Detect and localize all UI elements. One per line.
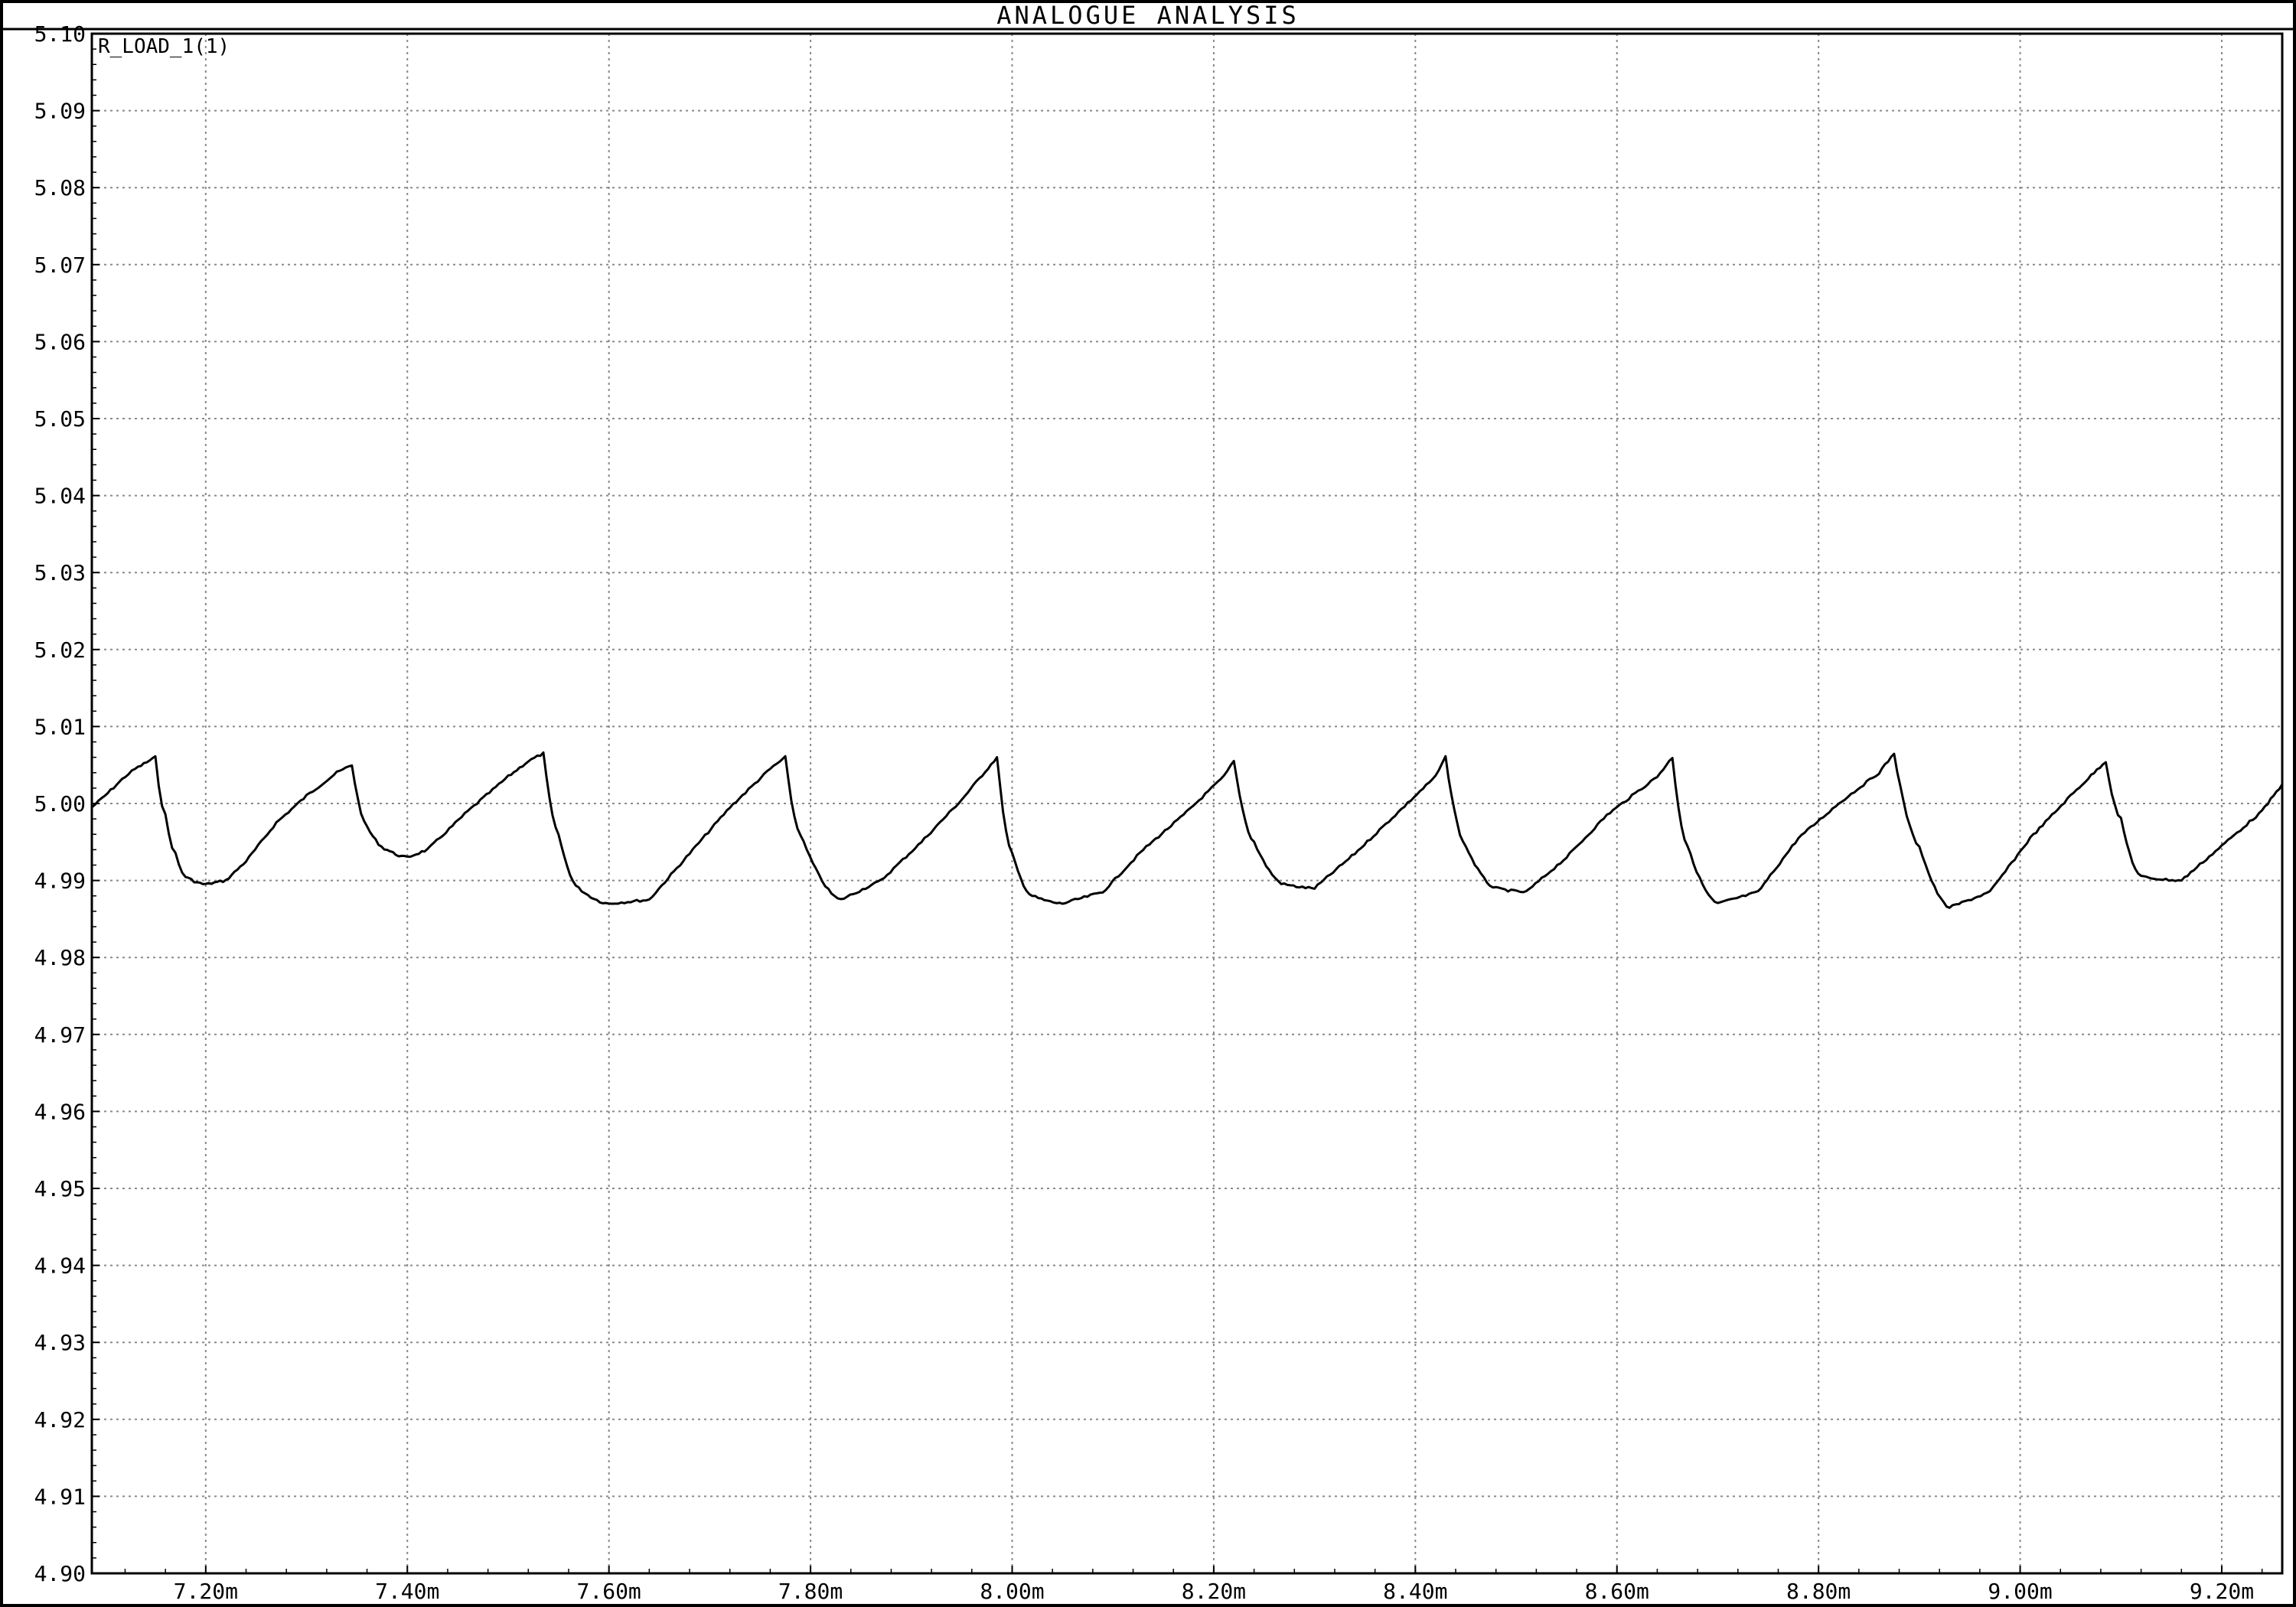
y-tick-label: 5.03	[34, 560, 86, 585]
x-tick-label: 7.60m	[577, 1579, 641, 1604]
y-tick-label: 5.07	[34, 253, 86, 278]
y-tick-label: 5.10	[34, 21, 86, 47]
y-tick-label: 5.09	[34, 99, 86, 124]
x-tick-label: 7.40m	[375, 1579, 439, 1604]
y-tick-label: 4.91	[34, 1484, 86, 1509]
x-tick-label: 8.60m	[1585, 1579, 1649, 1604]
x-tick-label: 7.80m	[778, 1579, 843, 1604]
y-tick-label: 4.95	[34, 1176, 86, 1201]
plot-frame	[90, 32, 2284, 1575]
y-tick-label: 4.90	[34, 1561, 86, 1586]
series-line	[91, 751, 2284, 909]
series-layer	[91, 751, 2284, 909]
y-tick-label: 4.94	[34, 1253, 86, 1279]
x-tick-label: 8.00m	[980, 1579, 1044, 1604]
y-tick-label: 5.05	[34, 406, 86, 432]
y-tick-label: 5.08	[34, 175, 86, 200]
y-tick-label: 5.00	[34, 791, 86, 817]
y-tick-label: 4.96	[34, 1099, 86, 1124]
x-tick-label: 9.00m	[1988, 1579, 2052, 1604]
x-axis-ticks: 7.20m 7.40m 7.60m 7.80m 8.00m 8.20m 8.40m 8.60m…	[174, 1579, 2254, 1604]
x-tick-label: 7.20m	[174, 1579, 238, 1604]
y-tick-label: 4.99	[34, 869, 86, 894]
x-tick-label: 9.20m	[2190, 1579, 2254, 1604]
x-tick-label: 8.80m	[1786, 1579, 1851, 1604]
grid-layer	[92, 33, 2282, 1574]
y-tick-label: 4.92	[34, 1407, 86, 1433]
trace-label[interactable]: R_LOAD_1(1)	[98, 35, 230, 58]
y-tick-label: 4.93	[34, 1330, 86, 1355]
x-tick-label: 8.20m	[1182, 1579, 1246, 1604]
y-tick-label: 5.02	[34, 637, 86, 663]
y-tick-label: 5.04	[34, 484, 86, 509]
y-axis-ticks: 4.90 4.91 4.92 4.93 4.94 4.95 4.96 4.97 4.98 4.99…	[34, 21, 86, 1586]
x-tick-label: 8.40m	[1383, 1579, 1447, 1604]
y-tick-label: 4.98	[34, 945, 86, 970]
window-title: ANALOGUE ANALYSIS	[996, 1, 1300, 30]
y-tick-label: 4.97	[34, 1022, 86, 1048]
y-tick-label: 5.06	[34, 329, 86, 354]
y-tick-label: 5.01	[34, 714, 86, 739]
